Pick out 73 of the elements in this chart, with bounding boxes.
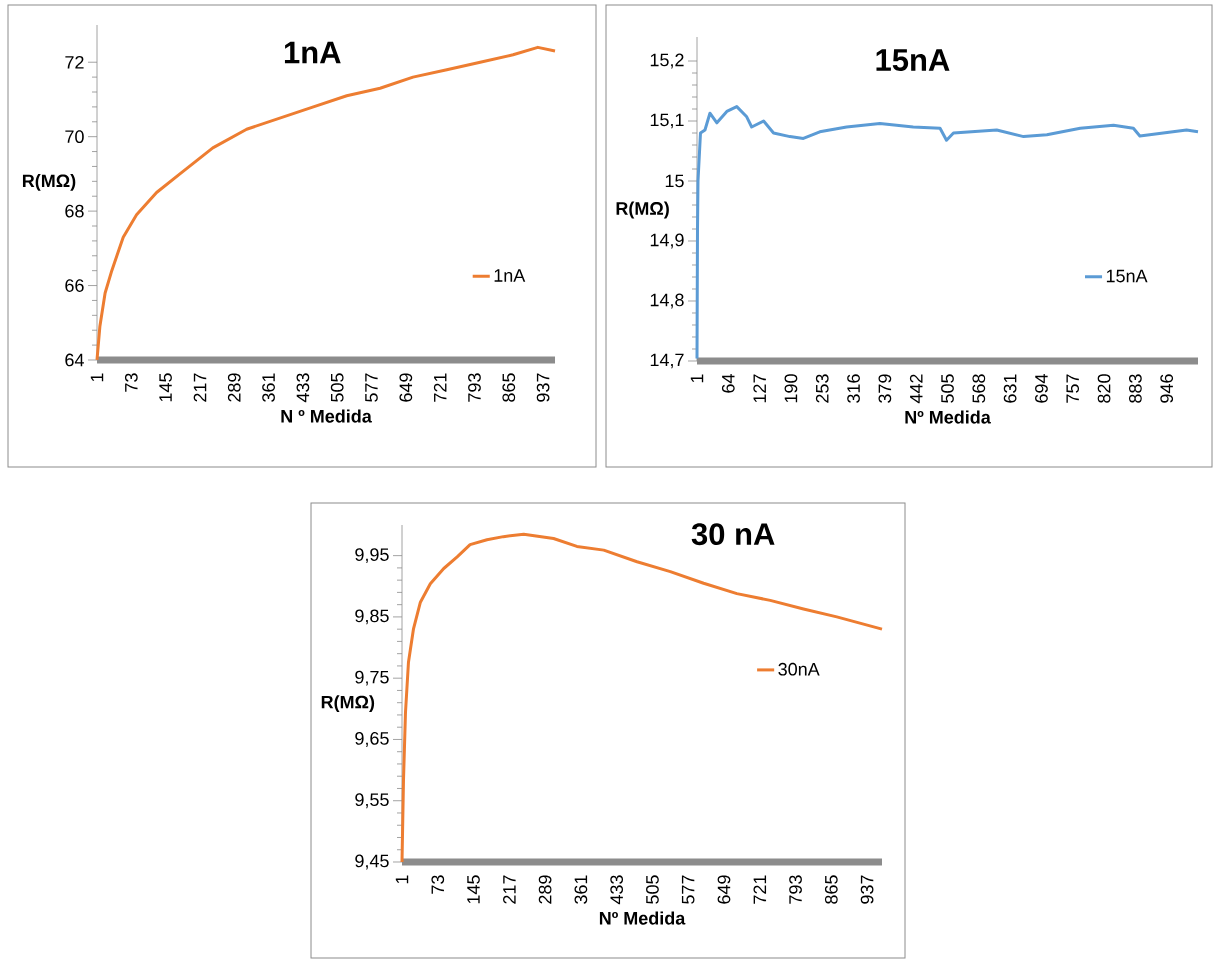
chart-title: 15nA	[876, 49, 950, 71]
y-tick-label: 68	[65, 204, 84, 218]
x-tick-label: 793	[468, 373, 481, 402]
x-tick-label: 1	[690, 374, 704, 383]
x-tick-label: 568	[972, 374, 986, 403]
x-tick-label: 433	[610, 875, 624, 905]
x-axis-title: N º Medida	[281, 409, 372, 423]
x-tick-label: 361	[574, 875, 588, 904]
x-tick-label: 721	[753, 875, 767, 904]
x-tick-label: 145	[467, 875, 480, 904]
x-tick-label: 379	[878, 374, 892, 403]
x-axis-title: Nº Medida	[599, 911, 686, 925]
y-tick-label: 15,2	[650, 53, 684, 69]
y-axis-title: R(MΩ)	[22, 174, 76, 191]
y-tick-label: 9,65	[355, 732, 389, 747]
x-tick-label: 289	[227, 373, 241, 402]
y-tick-label: 9,95	[355, 548, 389, 564]
x-tick-label: 694	[1035, 374, 1048, 403]
x-tick-label: 1	[395, 875, 409, 884]
y-tick-label: 14,9	[650, 233, 684, 249]
y-tick-label: 15,1	[650, 113, 684, 129]
legend-label: 15nA	[1106, 269, 1148, 283]
legend-label: 1nA	[494, 269, 526, 282]
y-tick-label: 9,55	[355, 793, 389, 809]
x-tick-label: 649	[399, 373, 413, 402]
x-tick-label: 190	[784, 374, 798, 403]
x-tick-label: 145	[159, 373, 172, 402]
chart-title: 1nA	[284, 41, 341, 64]
y-axis-title: R(MΩ)	[616, 201, 669, 219]
x-tick-label: 217	[503, 875, 516, 904]
y-tick-label: 9,45	[355, 854, 389, 870]
x-tick-label: 253	[815, 374, 829, 403]
x-tick-label: 505	[941, 374, 954, 403]
y-tick-label: 66	[65, 279, 84, 292]
x-tick-label: 946	[1160, 374, 1174, 403]
y-tick-label: 72	[65, 55, 84, 69]
y-tick-label: 9,75	[355, 670, 389, 686]
x-tick-label: 577	[365, 373, 378, 402]
y-tick-label: 70	[65, 130, 84, 144]
x-tick-label: 793	[789, 875, 802, 904]
legend-label: 30nA	[778, 662, 820, 676]
y-tick-label: 15	[665, 174, 684, 188]
x-tick-label: 442	[909, 374, 923, 404]
y-tick-label: 9,85	[355, 609, 389, 625]
x-tick-label: 433	[296, 373, 310, 403]
x-tick-label: 937	[860, 875, 874, 904]
x-axis-title: Nº Medida	[905, 410, 991, 424]
x-tick-label: 865	[824, 875, 838, 904]
x-tick-label: 937	[536, 373, 550, 402]
x-tick-label: 1	[90, 373, 104, 382]
x-tick-label: 127	[753, 374, 766, 403]
x-tick-label: 721	[433, 373, 447, 402]
x-tick-label: 73	[431, 875, 445, 894]
y-tick-label: 14,8	[650, 293, 684, 309]
x-tick-label: 505	[646, 875, 659, 904]
x-tick-label: 577	[681, 875, 695, 904]
y-axis-title: R(MΩ)	[321, 695, 375, 712]
x-tick-label: 649	[717, 875, 731, 904]
x-tick-label: 865	[502, 373, 516, 402]
x-tick-label: 73	[124, 373, 138, 392]
chart-title: 30 nA	[691, 523, 775, 546]
x-tick-label: 361	[262, 373, 275, 402]
y-tick-label: 14,7	[650, 353, 684, 369]
x-tick-label: 316	[847, 374, 860, 403]
x-tick-label: 631	[1003, 374, 1017, 403]
x-tick-label: 883	[1129, 374, 1142, 403]
x-tick-label: 289	[538, 875, 552, 904]
x-tick-label: 505	[330, 373, 344, 402]
x-tick-label: 217	[193, 373, 207, 402]
y-tick-label: 64	[65, 353, 84, 367]
x-tick-label: 64	[721, 374, 735, 393]
x-tick-label: 757	[1066, 374, 1080, 403]
x-tick-label: 820	[1097, 374, 1111, 403]
